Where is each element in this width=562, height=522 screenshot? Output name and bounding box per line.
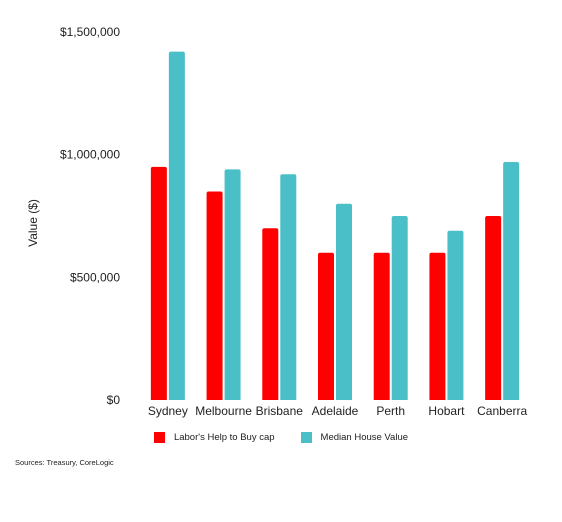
legend-label-median: Median House Value [320, 432, 409, 443]
bar-help-to-buy-cap [262, 228, 279, 400]
bar-median-house-value [336, 203, 352, 400]
y-tick-label: $1,500,000 [60, 25, 120, 39]
bar-median-house-value [391, 216, 408, 400]
y-axis-title: Value ($) [26, 199, 40, 247]
bar-help-to-buy-cap [373, 252, 390, 400]
bar-help-to-buy-cap [429, 252, 446, 400]
legend-swatch-cap [153, 432, 165, 443]
x-axis-ticks: Sydney Melbourne Brisbane Adelaide Perth Hoba… [148, 404, 528, 418]
bar-median-house-value [280, 174, 297, 400]
bars-group [150, 51, 520, 400]
bar-help-to-buy-cap [206, 191, 223, 400]
x-tick-label: Sydney [148, 404, 188, 418]
x-tick-label: Perth [376, 404, 405, 418]
source-note: Sources: Treasury, CoreLogic [15, 458, 114, 467]
bar-help-to-buy-cap [318, 252, 334, 400]
y-tick-label: $1,000,000 [60, 148, 120, 162]
bar-median-house-value [447, 230, 464, 400]
bar-help-to-buy-cap [485, 216, 502, 400]
y-axis-ticks: $0 $500,000 $1,000,000 $1,500,000 [60, 25, 120, 407]
legend-label-cap: Labor's Help to Buy cap [173, 432, 275, 443]
legend-swatch-median [300, 432, 312, 443]
legend-item-cap: Labor's Help to Buy cap [153, 432, 275, 443]
y-tick-label: $0 [107, 393, 121, 407]
x-tick-label: Adelaide [312, 404, 359, 418]
x-tick-label: Melbourne [195, 404, 252, 418]
bar-median-house-value [168, 51, 185, 400]
x-tick-label: Hobart [428, 404, 465, 418]
x-tick-label: Brisbane [256, 404, 304, 418]
bar-help-to-buy-cap [150, 166, 167, 400]
legend: Labor's Help to Buy cap Median House Val… [0, 432, 562, 443]
bar-median-house-value [503, 162, 520, 400]
y-tick-label: $500,000 [70, 270, 120, 284]
legend-item-median: Median House Value [300, 432, 409, 443]
bar-median-house-value [224, 169, 241, 400]
bar-chart: $0 $500,000 $1,000,000 $1,500,000 Value ($)… [26, 25, 528, 418]
x-tick-label: Canberra [477, 404, 527, 418]
